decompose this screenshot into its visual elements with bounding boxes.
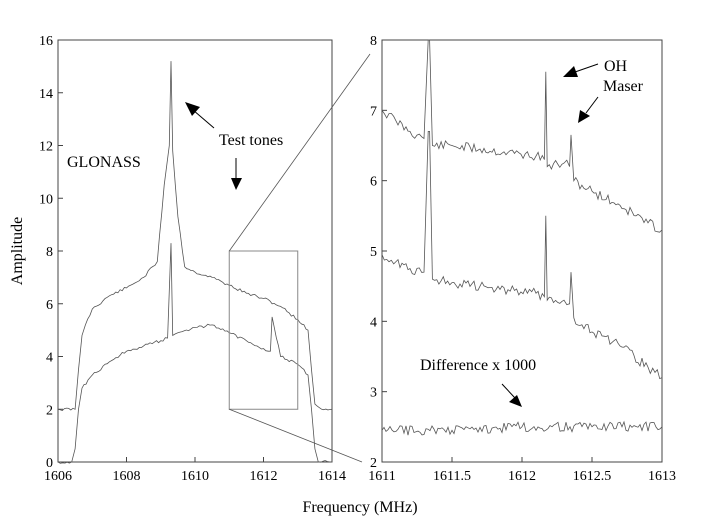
- y-axis-label: Amplitude: [9, 217, 26, 285]
- left-y-tick-label-8: 16: [39, 34, 53, 49]
- left-y-tick-label-1: 2: [46, 403, 53, 418]
- right-y-tick-label-4: 6: [370, 175, 377, 190]
- left-y-tick-label-5: 10: [39, 192, 53, 207]
- right-series-group: [381, 39, 663, 436]
- right-axis-ticks: 1611 1611.5 1612 1612.5 1613 2 3 4 5 6 7 8: [368, 34, 676, 484]
- oh-label: OH: [604, 58, 628, 75]
- left-y-tick-label-6: 12: [39, 140, 53, 155]
- difference-label: Difference x 1000: [420, 357, 536, 374]
- right-y-tick-label-5: 7: [370, 104, 377, 119]
- maser-label: Maser: [603, 78, 644, 95]
- arrow-down-left-icon: [578, 96, 599, 123]
- left-x-tick-label-3: 1612: [250, 469, 278, 484]
- zoom-indicator: [228, 53, 371, 463]
- right-x-tick-label-0: 1611: [368, 469, 395, 484]
- right-x-tick-label-4: 1613: [648, 469, 676, 484]
- left-y-tick-label-2: 4: [46, 351, 53, 366]
- right-plot-frame: [381, 39, 663, 463]
- glonass-label: GLONASS: [67, 154, 141, 171]
- zoom-connector-bottom: [229, 408, 363, 463]
- left-y-tick-label-4: 8: [46, 245, 53, 260]
- test-tones-label: Test tones: [219, 132, 283, 149]
- left-series-line-0: [57, 61, 333, 411]
- right-series-line-1: [381, 131, 663, 380]
- right-y-tick-label-3: 5: [370, 245, 377, 260]
- right-x-tick-label-1: 1611.5: [433, 469, 471, 484]
- right-y-tick-label-1: 3: [370, 386, 377, 401]
- zoom-connector-top: [228, 53, 371, 252]
- left-y-tick-label-7: 14: [39, 87, 53, 102]
- left-series-group: [57, 61, 333, 464]
- right-series-line-2: [381, 420, 663, 436]
- arrow-up-left-icon: [185, 102, 215, 129]
- right-x-tick-label-2: 1612: [508, 469, 536, 484]
- right-series-line-0: [381, 39, 663, 233]
- left-y-tick-label-3: 6: [46, 298, 53, 313]
- right-x-tick-label-3: 1612.5: [573, 469, 612, 484]
- left-x-tick-label-1: 1608: [113, 469, 141, 484]
- right-y-tick-label-0: 2: [370, 456, 377, 471]
- zoom-box: [228, 250, 299, 410]
- left-x-tick-label-2: 1610: [181, 469, 209, 484]
- arrow-down-right-icon: [501, 383, 522, 407]
- x-axis-label: Frequency (MHz): [302, 499, 417, 516]
- left-x-tick-label-4: 1614: [318, 469, 346, 484]
- left-axis-ticks: 1606 1608 1610 1612 1614 0 2 4 6 8 10 12 14 16: [39, 34, 346, 484]
- right-y-tick-label-2: 4: [370, 315, 377, 330]
- left-x-tick-label-0: 1606: [44, 469, 72, 484]
- arrow-down-left-icon: [563, 63, 599, 77]
- left-series-line-1: [57, 243, 333, 464]
- arrow-down-icon: [231, 158, 242, 190]
- right-y-tick-label-6: 8: [370, 34, 377, 49]
- left-y-tick-label-0: 0: [46, 456, 53, 471]
